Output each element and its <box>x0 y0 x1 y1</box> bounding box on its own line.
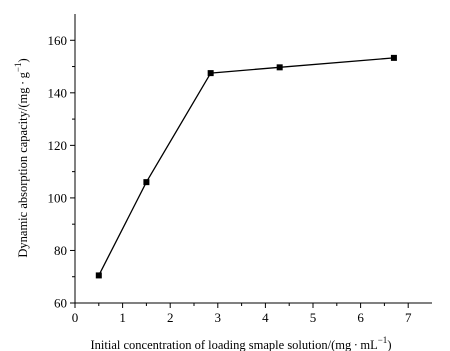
y-axis-title: Dynamic absorption capacity/(mg · g−1) <box>13 58 30 257</box>
x-tick-label: 5 <box>310 310 317 325</box>
x-tick-label: 1 <box>119 310 126 325</box>
x-tick-label: 4 <box>262 310 269 325</box>
y-tick-label: 80 <box>54 243 67 258</box>
y-axis-title-text: Dynamic absorption capacity/(mg · g <box>16 71 30 257</box>
data-point <box>276 64 283 71</box>
y-axis-title-close: ) <box>16 58 30 62</box>
x-tick-label: 6 <box>357 310 364 325</box>
x-tick-label: 0 <box>72 310 79 325</box>
x-tick-label: 3 <box>215 310 222 325</box>
x-axis-title-sup: −1 <box>378 335 388 345</box>
x-axis-title-text: Initial concentration of loading smaple … <box>91 338 378 351</box>
x-tick-label: 7 <box>405 310 412 325</box>
x-axis-title-close: ) <box>387 338 391 351</box>
y-axis-title-sup: −1 <box>13 63 23 73</box>
y-tick-label: 120 <box>48 138 68 153</box>
series-line <box>98 57 394 276</box>
ticks <box>70 39 409 308</box>
y-tick-label: 140 <box>48 85 68 100</box>
x-axis-title: Initial concentration of loading smaple … <box>91 335 392 351</box>
series <box>95 54 397 279</box>
y-tick-label: 100 <box>48 190 68 205</box>
x-tick-label: 2 <box>167 310 174 325</box>
data-point <box>95 272 102 279</box>
y-tick-label: 160 <box>48 33 68 48</box>
data-point <box>207 70 214 77</box>
axes <box>74 14 432 304</box>
y-tick-label: 60 <box>54 296 67 311</box>
data-point <box>390 54 397 61</box>
tick-labels: 0 1 2 3 4 5 6 7 60 80 100 120 140 160 <box>48 33 412 325</box>
data-point <box>143 179 150 186</box>
